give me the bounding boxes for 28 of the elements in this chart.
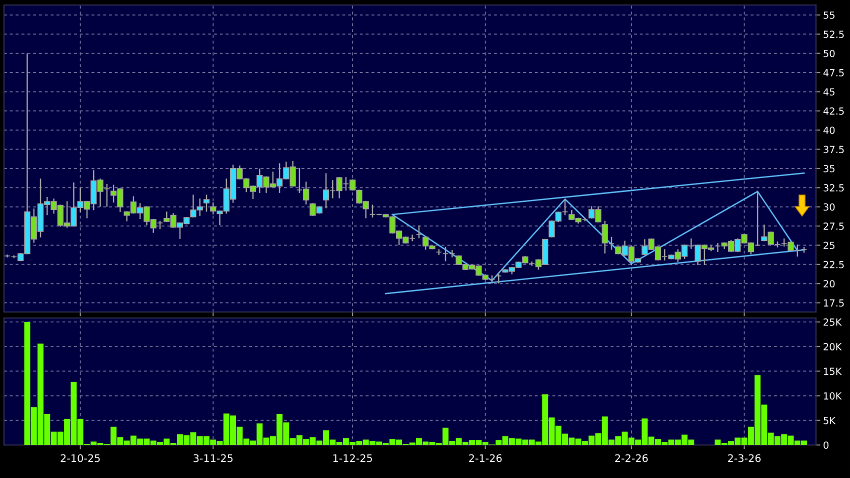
y-tick-label: 45 <box>823 88 834 96</box>
x-tick-label: 2-2-26 <box>615 454 648 462</box>
y-tick-label: 32.5 <box>824 184 844 192</box>
y-tick-label: 20K <box>824 343 842 350</box>
x-tick-label: 2-1-26 <box>469 454 502 462</box>
y-tick-label: 42.5 <box>823 107 844 115</box>
y-tick-label: 35 <box>824 164 834 172</box>
y-tick-label: 25 <box>824 242 834 250</box>
y-tick-label: 10K <box>824 392 842 400</box>
y-tick-label: 52.5 <box>824 30 844 38</box>
y-tick-label: 27.5 <box>824 222 844 230</box>
x-tick-label: 3-11-25 <box>194 454 233 462</box>
y-tick-label: 25K <box>824 318 842 326</box>
y-tick-label: 0 <box>824 441 828 449</box>
x-tick-label: 2-3-26 <box>728 454 761 462</box>
y-tick-label: 55 <box>824 12 834 19</box>
y-tick-label: 30 <box>824 203 835 211</box>
y-tick-label: 20 <box>824 280 835 288</box>
x-tick-label: 1-12-25 <box>333 454 372 462</box>
y-tick-label: 40 <box>823 126 835 134</box>
y-tick-label: 22.5 <box>824 260 844 268</box>
x-tick-label: 2-10-25 <box>60 454 100 462</box>
y-tick-label: 47.5 <box>823 69 844 76</box>
y-tick-label: 50 <box>824 50 835 58</box>
y-tick-label: 5K <box>824 416 836 424</box>
y-tick-label: 17.5 <box>824 299 844 307</box>
y-tick-label: 37.5 <box>824 146 844 154</box>
y-tick-label: 15K <box>824 368 842 375</box>
